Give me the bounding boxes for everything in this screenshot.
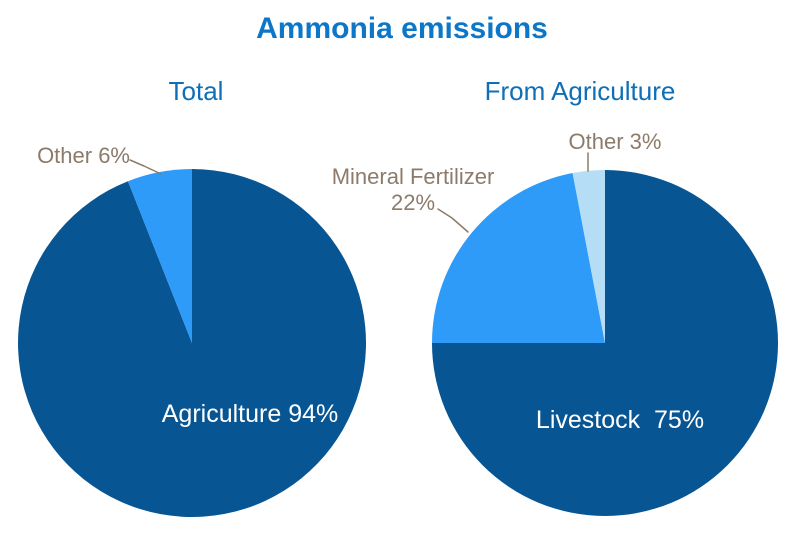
pie-slice-other <box>572 170 605 343</box>
pie-total-subtitle: Total <box>168 76 224 106</box>
chart-title: Ammonia emissions <box>256 12 548 45</box>
pie-from-agriculture-subtitle: From Agriculture <box>484 76 676 106</box>
label-mineral-fertilizer-line1: Mineral Fertilizer <box>331 164 495 189</box>
pie-slice-mineral-fertilizer <box>432 173 605 343</box>
pie-slice-agriculture <box>18 169 366 517</box>
label-other-3pct: Other 3% <box>568 129 662 154</box>
label-mineral-fertilizer-line2: 22% <box>390 190 436 215</box>
pie-chart-from-agriculture <box>432 170 778 516</box>
label-other-6pct: Other 6% <box>37 143 130 168</box>
label-mineral-fertilizer-22pct: Mineral Fertilizer 22% <box>313 164 513 216</box>
pie-slice-other <box>127 169 192 343</box>
label-livestock-75pct: Livestock 75% <box>535 406 705 434</box>
pie-chart-total <box>18 169 366 517</box>
label-agriculture-94pct: Agriculture 94% <box>161 400 339 428</box>
